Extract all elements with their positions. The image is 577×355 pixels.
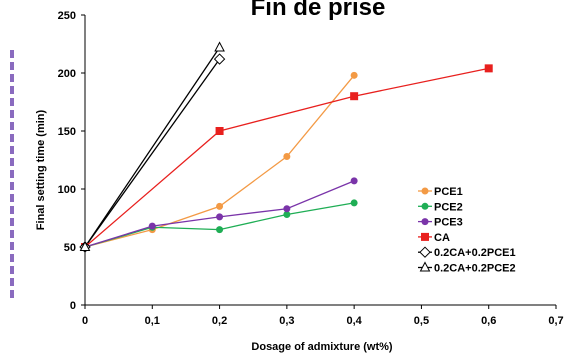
x-tick-label: 0 [82,315,88,327]
legend-marker [419,246,431,258]
data-point [216,202,224,210]
data-point [350,199,358,207]
data-point [283,153,291,161]
data-point [216,226,224,234]
y-tick-label: 200 [58,68,76,80]
chart-axes: 0 0,1 0,2 0,3 0,4 0,5 0,6 0,7 0 50 100 150 200 250 [58,10,564,327]
y-tick-label: 150 [58,126,76,138]
legend-label: 0.2CA+0.2PCE1 [434,247,516,259]
x-axis-label: Dosage of admixture (wt%) [251,341,393,353]
legend-label: 0.2CA+0.2PCE2 [434,263,516,275]
y-axis-label: Final setting time (min) [35,109,47,230]
series-line [84,74,355,248]
x-tick-label: 0,2 [212,315,227,327]
data-point [484,64,493,73]
data-point [283,211,291,219]
x-tick-label: 0,5 [414,315,429,327]
legend-label: CA [434,232,450,244]
data-point [213,53,226,65]
data-point [350,92,359,101]
legend-label: PCE3 [434,217,463,229]
x-tick-label: 0,4 [346,315,362,327]
chart-title: Fin de prise [251,0,386,21]
side-accent-bar [10,50,18,298]
data-point [148,222,156,230]
series-line [84,58,221,248]
x-tick-label: 0,1 [145,315,160,327]
series-markers [79,41,493,253]
series-line [84,47,221,248]
legend-marker [419,261,431,272]
y-tick-label: 50 [64,242,76,254]
y-tick-label: 0 [70,300,76,312]
chart-legend: PCE1 PCE2 PCE3 CA 0.2CA+0.2PCE1 0.2CA+0.2PCE2 [418,186,516,275]
legend-marker [421,218,429,226]
data-point [350,71,358,79]
data-point [215,127,224,135]
legend-marker [421,232,429,241]
data-point [214,41,225,52]
y-tick-label: 100 [58,184,76,196]
x-tick-label: 0,6 [481,315,496,327]
legend-marker [421,187,429,195]
x-tick-label: 0,7 [548,315,563,327]
data-point [216,213,224,221]
y-tick-label: 250 [58,10,76,22]
data-point [283,205,291,213]
legend-label: PCE1 [434,186,463,198]
legend-marker [421,202,429,210]
x-tick-label: 0,3 [279,315,294,327]
data-point [79,240,91,251]
data-point [350,177,358,185]
series-line [84,67,489,248]
legend-label: PCE2 [434,201,463,213]
